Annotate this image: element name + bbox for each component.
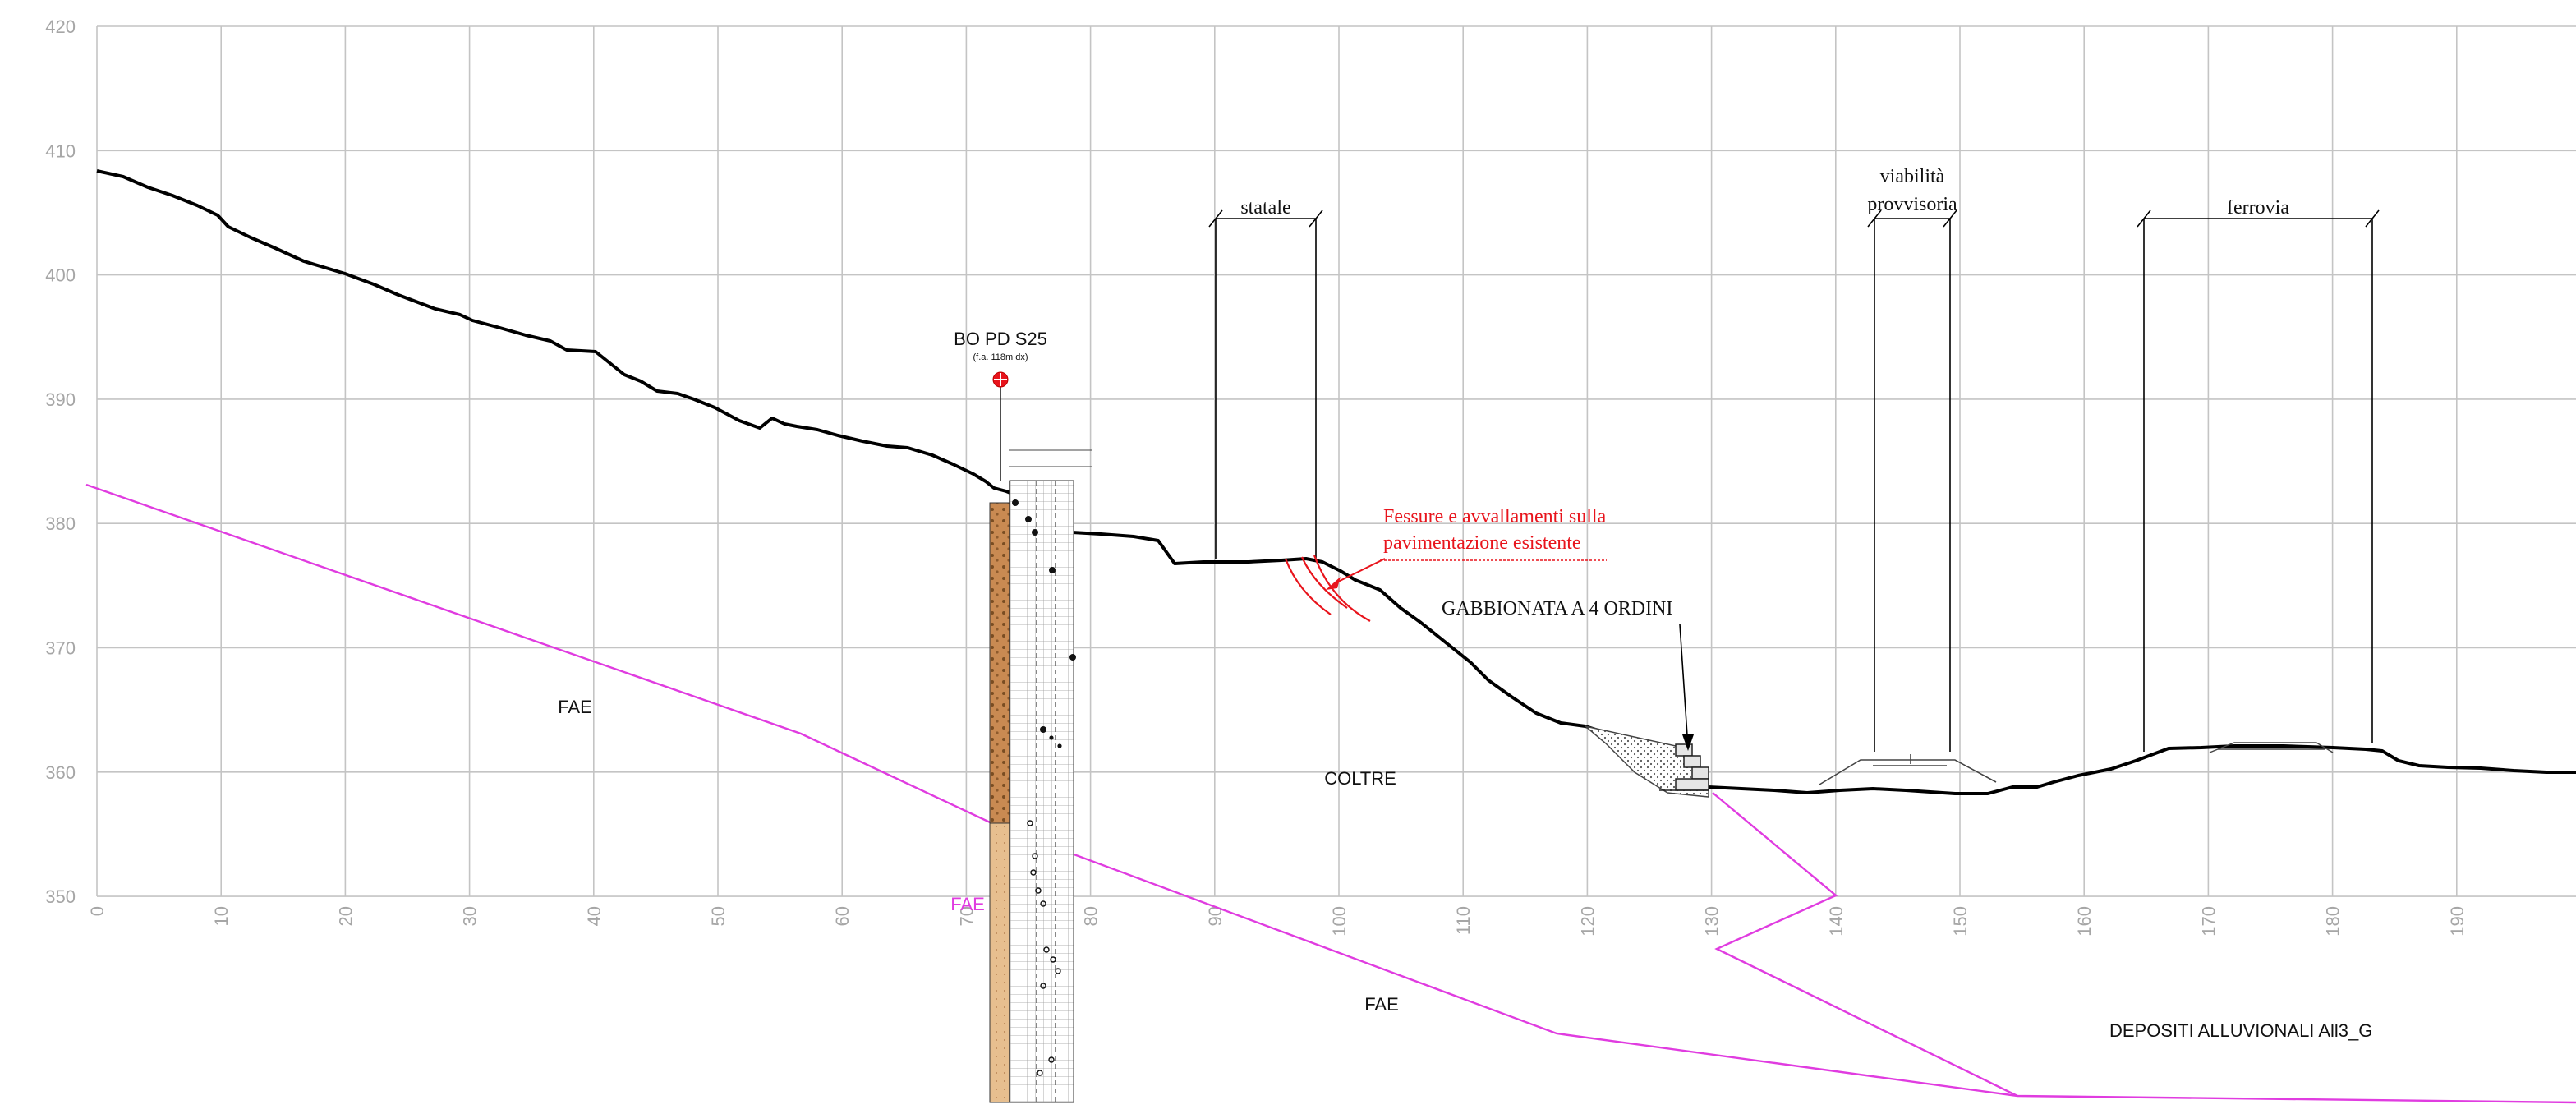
unit-fae-magenta-label: FAE [950, 894, 985, 914]
borehole-title: BO PD S25 [954, 329, 1047, 349]
x-tick-label: 20 [335, 906, 356, 926]
grid-lines [96, 25, 2576, 897]
y-tick-label: 350 [45, 886, 76, 907]
x-tick-label: 70 [956, 906, 977, 926]
viabilita-label-line2: provvisoria [1867, 194, 1957, 215]
statale-dimension [1208, 209, 1323, 559]
y-tick-label: 370 [45, 638, 76, 659]
y-tick-label: 410 [45, 140, 76, 161]
y-tick-label: 420 [45, 16, 76, 37]
x-tick-label: 100 [1329, 906, 1350, 937]
y-axis-tick-labels: 420 410 400 390 380 370 360 350 [45, 16, 76, 907]
boundary-alluvial [1712, 792, 2018, 1098]
x-tick-label: 30 [460, 906, 481, 926]
ground-profile [96, 169, 2576, 795]
borehole-subtitle: (f.a. 118m dx) [973, 352, 1028, 362]
x-tick-label: 0 [87, 906, 108, 916]
x-tick-label: 140 [1826, 906, 1847, 937]
x-tick-label: 10 [211, 906, 232, 926]
x-tick-label: 80 [1081, 906, 1102, 926]
x-tick-label: 60 [832, 906, 853, 926]
temporary-road-symbol [1819, 754, 1997, 785]
boundary-fae-coltre [85, 483, 1069, 848]
x-tick-label: 50 [708, 906, 729, 926]
gabion-wall [1585, 725, 1709, 798]
statale-label: statale [1240, 197, 1290, 219]
unit-fae-upper-left: FAE [558, 697, 592, 717]
railway-symbol [2209, 742, 2334, 753]
boundary-deep-fae [1018, 832, 2576, 1104]
unit-depositi-alluvionali: DEPOSITI ALLUVIONALI All3_G [2109, 1020, 2372, 1041]
gabbionata-label: GABBIONATA A 4 ORDINI [1442, 598, 1672, 619]
crack-marks [1284, 555, 1371, 622]
x-tick-label: 110 [1453, 906, 1474, 935]
x-tick-label: 150 [1950, 906, 1971, 937]
x-tick-label: 40 [584, 906, 605, 926]
viabilita-dimension [1867, 209, 1957, 752]
gabbionata-leader [1679, 624, 1689, 748]
x-tick-label: 120 [1577, 906, 1598, 937]
x-axis-tick-labels: 0 10 20 30 40 50 60 70 80 90 100 110 120 130 140 150 160… [87, 906, 2468, 937]
fessure-label-line1: Fessure e avvallamenti sulla [1383, 506, 1607, 527]
gabbionata-arrowhead [1682, 734, 1694, 751]
x-tick-label: 130 [1702, 906, 1723, 937]
borehole-bo-pd-s25 [989, 371, 1092, 1103]
fessure-leader [1334, 558, 1386, 584]
ferrovia-label: ferrovia [2227, 197, 2289, 219]
y-tick-label: 400 [45, 265, 76, 286]
y-tick-label: 380 [45, 513, 76, 534]
unit-fae-lower: FAE [1364, 994, 1399, 1015]
ferrovia-dimension [2137, 209, 2380, 752]
x-tick-label: 180 [2323, 906, 2344, 937]
viabilita-label-line1: viabilità [1880, 166, 1945, 187]
unit-coltre: COLTRE [1324, 768, 1396, 789]
y-tick-label: 360 [45, 762, 76, 783]
x-tick-label: 160 [2074, 906, 2095, 937]
x-tick-label: 170 [2198, 906, 2219, 937]
x-tick-label: 190 [2447, 906, 2468, 937]
y-tick-label: 390 [45, 389, 76, 410]
fessure-label-line2: pavimentazione esistente [1383, 532, 1581, 554]
fessure-arrowhead [1326, 577, 1341, 590]
